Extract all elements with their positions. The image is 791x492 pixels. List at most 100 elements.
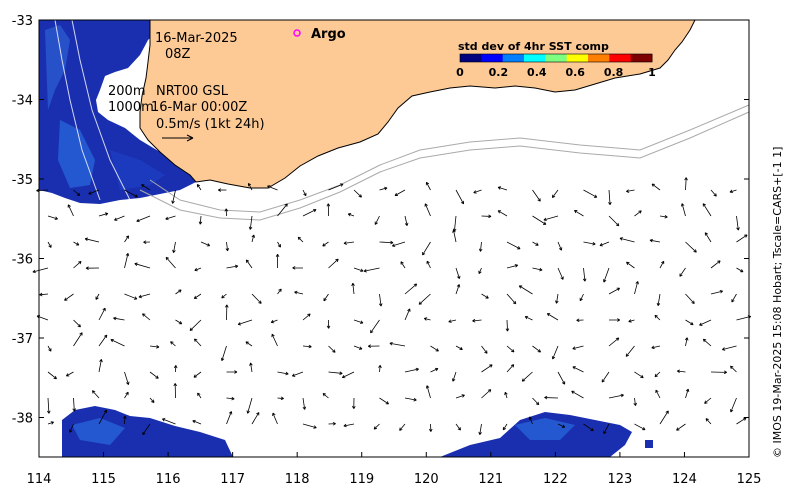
colorbar-segment — [502, 54, 525, 62]
y-tick-label: -36 — [12, 253, 33, 268]
current-arrow — [710, 189, 717, 197]
current-arrow — [189, 319, 202, 331]
current-arrow — [576, 318, 584, 323]
current-arrow — [198, 215, 203, 225]
current-arrow — [736, 215, 740, 231]
current-arrow — [124, 189, 138, 198]
current-arrow — [654, 371, 661, 378]
current-arrow — [404, 397, 417, 402]
current-arrow — [430, 367, 439, 373]
current-arrow — [583, 423, 594, 432]
current-arrow — [200, 241, 211, 247]
current-arrow — [47, 371, 57, 380]
current-arrow — [455, 423, 461, 431]
sst-patch-south — [440, 412, 653, 457]
current-arrow — [423, 317, 431, 321]
isobath-1000m — [139, 111, 750, 221]
current-arrow — [124, 371, 130, 385]
current-arrow — [249, 362, 253, 373]
current-arrow — [170, 341, 176, 347]
current-arrow — [428, 423, 433, 432]
colorbar-segment — [630, 54, 653, 62]
current-arrow — [626, 189, 635, 193]
x-tick-label: 121 — [478, 472, 503, 487]
current-arrow — [634, 281, 639, 295]
current-arrow — [478, 241, 483, 252]
current-arrow — [194, 267, 202, 272]
current-arrow — [225, 241, 230, 252]
current-arrow — [297, 236, 304, 243]
current-arrow — [175, 319, 183, 325]
current-arrow — [424, 203, 431, 217]
current-arrow — [123, 415, 127, 425]
current-arrow — [608, 189, 612, 206]
current-arrow — [481, 293, 489, 299]
current-arrow — [110, 338, 125, 347]
current-arrow — [47, 345, 52, 352]
current-arrow — [302, 423, 317, 429]
current-arrow — [98, 409, 107, 425]
current-arrow — [557, 241, 563, 251]
current-arrow — [226, 411, 233, 425]
current-arrow — [124, 252, 130, 269]
current-arrow — [656, 293, 661, 306]
colorbar-tick-label: 0.8 — [604, 66, 624, 79]
current-arrow — [367, 344, 380, 348]
current-arrow — [73, 189, 81, 196]
current-arrow — [391, 241, 406, 247]
current-arrow — [379, 240, 394, 245]
current-arrow — [138, 293, 151, 299]
current-arrow — [684, 177, 688, 191]
current-arrow — [251, 234, 255, 243]
current-arrow — [649, 238, 661, 243]
current-arrow — [143, 240, 151, 244]
argo-label: Argo — [311, 27, 346, 42]
depth-200-label: 200m — [108, 84, 145, 99]
current-arrow — [351, 282, 355, 295]
current-arrow — [481, 214, 492, 219]
current-arrow — [224, 208, 229, 217]
current-arrow — [680, 203, 686, 217]
current-arrow — [165, 256, 176, 269]
current-arrow — [400, 261, 406, 269]
current-arrow — [142, 313, 151, 321]
current-arrow — [328, 183, 344, 191]
x-tick-label: 123 — [607, 472, 632, 487]
current-arrow — [39, 292, 49, 297]
current-arrow — [506, 264, 519, 269]
current-arrow — [172, 241, 176, 253]
current-arrow — [353, 189, 362, 198]
current-arrow — [347, 213, 355, 217]
current-arrow — [47, 215, 58, 220]
x-tick-label: 124 — [672, 472, 697, 487]
current-arrow — [399, 423, 406, 431]
current-arrow — [634, 371, 644, 379]
current-arrow — [323, 293, 329, 302]
current-arrow — [95, 293, 100, 300]
y-tick-label: -37 — [12, 332, 33, 347]
current-arrow — [149, 345, 160, 349]
current-arrow — [426, 260, 431, 269]
current-arrow — [328, 345, 336, 353]
current-arrow — [659, 260, 665, 269]
y-tick-label: -34 — [12, 94, 33, 109]
current-arrow — [193, 338, 202, 347]
current-arrow — [506, 364, 515, 373]
current-arrow — [217, 188, 227, 192]
current-arrow — [452, 229, 457, 243]
x-tick-label: 116 — [156, 472, 181, 487]
current-arrow — [221, 293, 227, 299]
current-arrow — [251, 412, 260, 425]
current-arrow — [98, 359, 103, 373]
colorbar-segment — [566, 54, 589, 62]
current-arrow — [685, 241, 697, 253]
current-vectors — [32, 177, 752, 436]
current-arrow — [73, 319, 81, 328]
current-arrow — [506, 345, 515, 353]
x-tick-label: 117 — [220, 472, 245, 487]
current-arrow — [404, 283, 418, 295]
current-arrow — [246, 397, 253, 414]
depth-1000-label: 1000m — [108, 100, 154, 115]
x-tick-label: 125 — [737, 472, 762, 487]
current-arrow — [655, 389, 661, 399]
